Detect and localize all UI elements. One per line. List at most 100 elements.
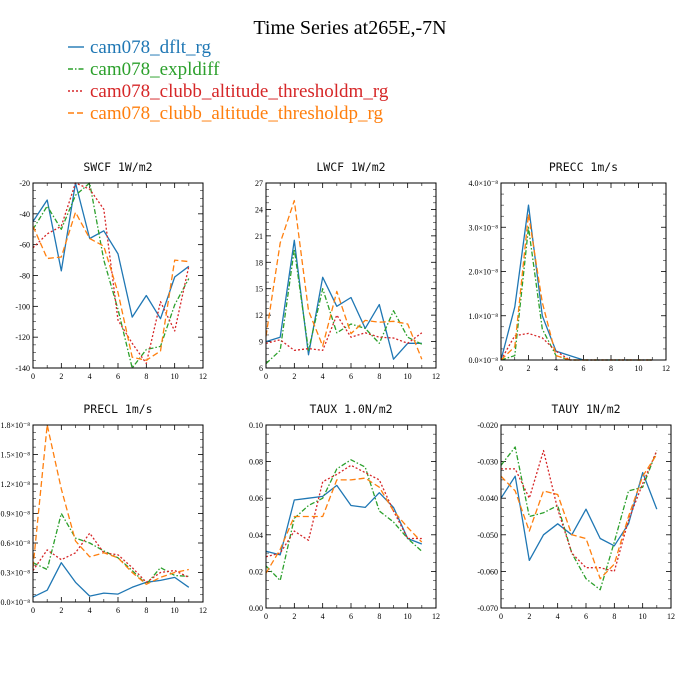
y-tick-label: -60 xyxy=(19,241,30,250)
x-tick-label: 4 xyxy=(88,606,92,615)
chart-title: TAUY 1N/m2 xyxy=(551,402,620,416)
chart-panel: TAUY 1N/m2 0 2 4 6 8 10 12 -0.070 -0.060 -0.050 -0.… xyxy=(477,402,675,621)
x-tick-label: 6 xyxy=(582,364,586,373)
y-tick-label: 0.04 xyxy=(249,531,263,540)
chart-title: TAUX 1.0N/m2 xyxy=(309,402,392,416)
x-tick-label: 12 xyxy=(662,364,670,373)
y-tick-label: 0.3×10⁻⁸ xyxy=(0,569,30,578)
legend-label: cam078_clubb_altitude_thresholdp_rg xyxy=(90,103,384,124)
y-tick-label: 0.6×10⁻⁸ xyxy=(0,539,30,548)
plot-frame xyxy=(500,182,667,361)
legend-entry: cam078_clubb_altitude_thresholdm_rg xyxy=(68,81,389,102)
x-tick-label: 4 xyxy=(321,612,325,621)
legend-entry: cam078_expldiff xyxy=(68,59,220,80)
x-tick-label: 6 xyxy=(349,612,353,621)
figure-title: Time Series at265E,-7N xyxy=(253,17,446,39)
chart-panels: SWCF 1W/m20 2 4 6 8 10 12-140-120-100-80-60-40… xyxy=(0,160,675,621)
x-tick-label: 0 xyxy=(499,364,503,373)
plot-frame xyxy=(265,182,437,369)
x-tick-label: 8 xyxy=(377,372,381,381)
series-line xyxy=(265,314,423,352)
y-tick-label: -120 xyxy=(15,333,30,342)
legend-entry: cam078_dflt_rg xyxy=(68,37,212,58)
chart-panel: PRECC 1m/s 0 2 4 6 8 10 12 0.0×10⁻⁸ 1.0×10⁻⁸ 2.0×1… xyxy=(468,160,670,373)
x-tick-label: 4 xyxy=(321,372,325,381)
y-tick-label: 2.0×10⁻⁸ xyxy=(468,268,498,277)
legend-label: cam078_dflt_rg xyxy=(90,37,212,58)
x-tick-label: 6 xyxy=(116,606,120,615)
series-line xyxy=(500,453,658,580)
x-tick-label: 2 xyxy=(292,372,296,381)
series-line xyxy=(265,199,423,360)
x-tick-label: 8 xyxy=(609,364,613,373)
x-tick-label: 10 xyxy=(404,372,412,381)
series-line xyxy=(500,226,653,361)
series-line xyxy=(501,449,658,573)
y-tick-label: 12 xyxy=(255,311,263,320)
y-tick-label: -0.070 xyxy=(477,604,498,613)
x-tick-label: 12 xyxy=(667,612,675,621)
y-tick-label: -0.060 xyxy=(477,567,498,576)
series-line xyxy=(32,211,189,361)
y-tick-label: 21 xyxy=(255,232,263,241)
legend-label: cam078_clubb_altitude_thresholdm_rg xyxy=(90,81,389,102)
y-tick-label: 0.00 xyxy=(249,604,263,613)
series-line xyxy=(32,182,190,365)
x-tick-label: 6 xyxy=(584,612,588,621)
y-tick-label: 1.2×10⁻⁸ xyxy=(0,480,30,489)
x-tick-label: 10 xyxy=(635,364,643,373)
plot-frame xyxy=(500,424,672,609)
series-line xyxy=(265,459,423,582)
x-tick-label: 10 xyxy=(171,372,179,381)
y-tick-label: 15 xyxy=(255,285,263,294)
x-tick-label: 10 xyxy=(171,606,179,615)
y-tick-label: 3.0×10⁻⁸ xyxy=(468,223,498,232)
x-tick-label: 10 xyxy=(639,612,647,621)
x-tick-label: 8 xyxy=(377,612,381,621)
y-tick-label: 18 xyxy=(255,258,263,267)
x-tick-label: 0 xyxy=(499,612,503,621)
plot-frame xyxy=(32,424,204,603)
series-line xyxy=(265,464,422,558)
y-tick-label: 1.8×10⁻⁸ xyxy=(0,421,30,430)
x-tick-label: 12 xyxy=(199,606,207,615)
y-tick-label: -0.040 xyxy=(477,494,498,503)
x-tick-label: 12 xyxy=(432,372,440,381)
series-line xyxy=(32,562,190,598)
x-tick-label: 4 xyxy=(554,364,558,373)
series-line xyxy=(32,424,189,585)
y-tick-label: -0.030 xyxy=(477,458,498,467)
series-line xyxy=(265,484,423,556)
series-line xyxy=(500,446,658,591)
y-tick-label: 0.02 xyxy=(249,567,263,576)
series-line xyxy=(265,477,423,574)
y-tick-label: 0.08 xyxy=(249,458,263,467)
y-tick-label: 0.06 xyxy=(249,494,263,503)
chart-panel: TAUX 1.0N/m2 0 2 4 6 8 10 12 0.00 0.02 0.04 0.06 0.0… xyxy=(249,402,440,621)
y-tick-label: 27 xyxy=(255,179,263,188)
y-tick-label: 24 xyxy=(255,205,263,214)
y-tick-label: 4.0×10⁻⁸ xyxy=(468,179,498,188)
y-tick-label: 6 xyxy=(259,364,263,373)
x-tick-label: 6 xyxy=(349,372,353,381)
x-tick-label: 0 xyxy=(264,612,268,621)
x-tick-label: 10 xyxy=(404,612,412,621)
y-tick-label: -80 xyxy=(19,272,30,281)
x-tick-label: 0 xyxy=(31,606,35,615)
series-line xyxy=(32,532,190,583)
x-tick-label: 4 xyxy=(88,372,92,381)
y-tick-label: -0.020 xyxy=(477,421,498,430)
x-tick-label: 2 xyxy=(527,364,531,373)
chart-panel: PRECL 1m/s 0 2 4 6 8 10 12 0.0×10⁻⁸ 0.3×10⁻⁸ 0.6×1… xyxy=(0,402,207,615)
y-tick-label: -140 xyxy=(15,364,30,373)
x-tick-label: 8 xyxy=(144,606,148,615)
series-line xyxy=(500,204,653,361)
series-line xyxy=(265,239,422,360)
y-tick-label: -100 xyxy=(15,302,30,311)
x-tick-label: 12 xyxy=(199,372,207,381)
y-tick-label: 9 xyxy=(259,338,263,347)
legend-label: cam078_expldiff xyxy=(90,59,220,80)
legend: cam078_dflt_rg cam078_expldiff cam078_cl… xyxy=(68,37,389,124)
